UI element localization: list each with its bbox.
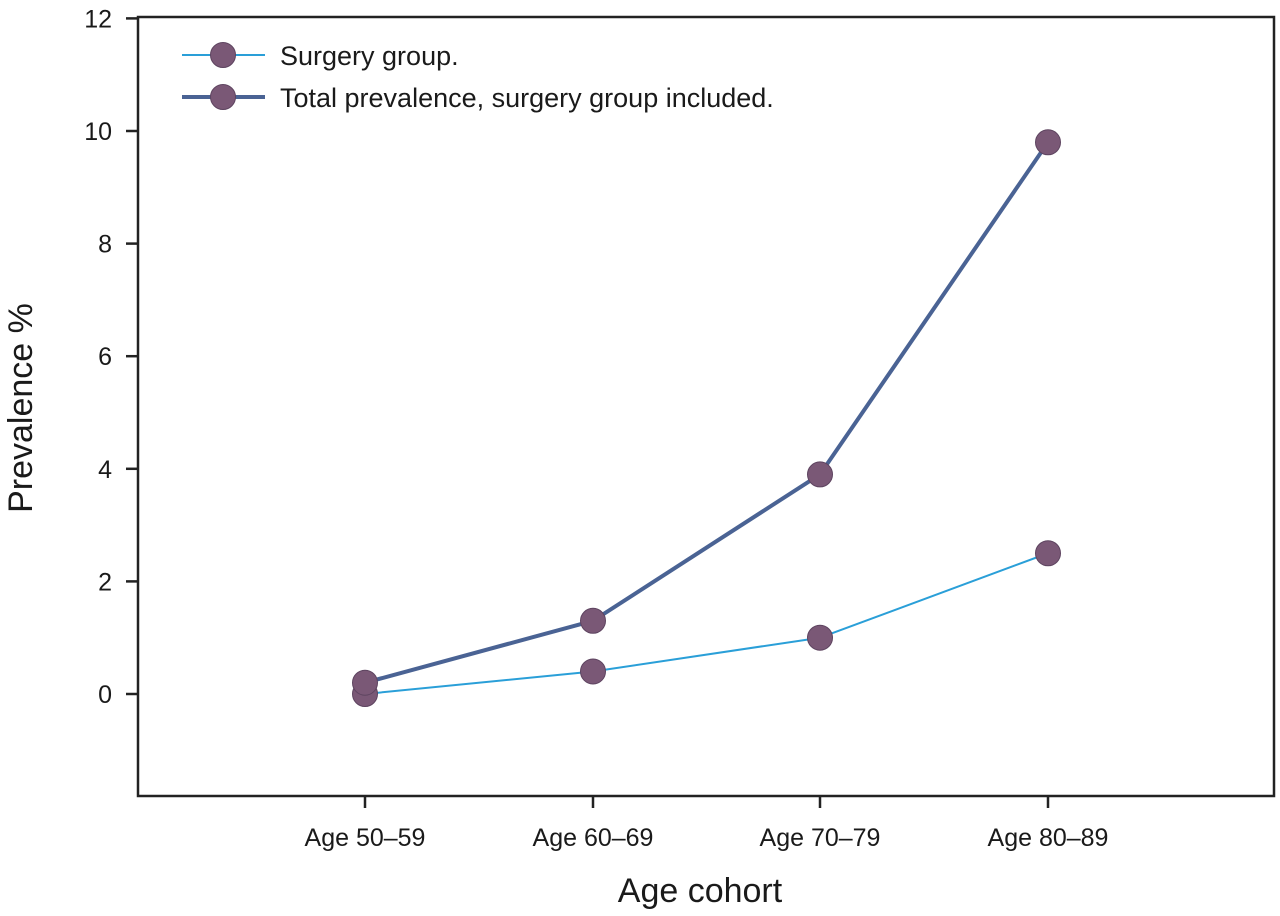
legend-marker-1: [210, 84, 236, 110]
legend: Surgery group. Total prevalence, surgery …: [182, 41, 774, 113]
legend-label-1: Total prevalence, surgery group included…: [280, 83, 774, 113]
series-1-point: [580, 607, 606, 634]
y-tick-label: 12: [84, 5, 112, 33]
series-0-point: [807, 624, 833, 651]
y-axis-ticks: 0 2 4 6 8 10 12: [84, 5, 138, 709]
y-tick-label: 10: [84, 118, 112, 146]
x-tick-label: Age 70–79: [760, 824, 881, 852]
series-0-point: [1035, 540, 1061, 567]
y-tick-label: 2: [98, 568, 112, 596]
series-layer: [352, 129, 1061, 707]
x-tick-label: Age 80–89: [988, 824, 1109, 852]
series-1-point: [352, 669, 378, 696]
plot-frame: [136, 15, 1276, 798]
legend-label-0: Surgery group.: [280, 41, 459, 71]
series-1-point: [1035, 129, 1061, 156]
y-tick-label: 0: [98, 681, 112, 709]
series-1-point: [807, 461, 833, 488]
legend-marker-0: [210, 42, 236, 68]
series-line-0: [364, 552, 1049, 695]
x-axis-title: Age cohort: [618, 872, 783, 910]
x-axis-ticks: Age 50–59 Age 60–69 Age 70–79 Age 80–89: [305, 796, 1109, 852]
y-tick-label: 4: [98, 456, 112, 484]
series-0-point: [580, 658, 606, 685]
y-tick-label: 8: [98, 231, 112, 259]
x-tick-label: Age 60–69: [533, 824, 654, 852]
y-axis-title: Prevalence %: [2, 303, 40, 513]
x-tick-label: Age 50–59: [305, 824, 426, 852]
y-tick-label: 6: [98, 343, 112, 371]
series-line-1: [364, 141, 1050, 685]
